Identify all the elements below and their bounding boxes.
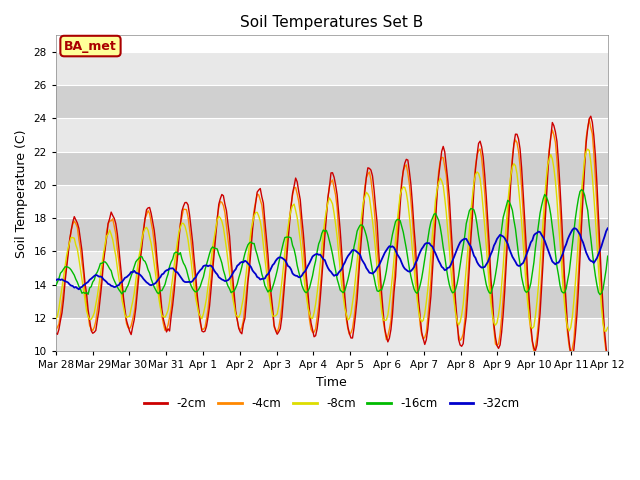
- -8cm: [602, 328, 610, 334]
- -16cm: [578, 187, 586, 192]
- Legend: -2cm, -4cm, -8cm, -16cm, -32cm: -2cm, -4cm, -8cm, -16cm, -32cm: [139, 392, 525, 415]
- -32cm: [121, 275, 129, 281]
- -4cm: [216, 199, 224, 204]
- -32cm: [52, 277, 60, 283]
- -8cm: [293, 215, 301, 220]
- -16cm: [216, 255, 224, 261]
- -2cm: [293, 179, 301, 185]
- -4cm: [120, 300, 127, 306]
- Title: Soil Temperatures Set B: Soil Temperatures Set B: [240, 15, 424, 30]
- Line: -16cm: -16cm: [56, 190, 608, 295]
- -4cm: [52, 328, 60, 334]
- Line: -8cm: -8cm: [56, 149, 608, 331]
- -8cm: [244, 254, 252, 260]
- Bar: [56, 52, 608, 85]
- -32cm: [575, 229, 582, 235]
- -8cm: [235, 314, 243, 320]
- -16cm: [120, 288, 127, 294]
- -4cm: [586, 116, 593, 122]
- Bar: [56, 185, 608, 218]
- -2cm: [52, 330, 60, 336]
- -32cm: [604, 226, 612, 231]
- -16cm: [52, 283, 60, 288]
- -16cm: [604, 253, 612, 259]
- Bar: [56, 318, 608, 351]
- -2cm: [604, 357, 612, 362]
- -4cm: [573, 295, 580, 300]
- -2cm: [573, 312, 580, 317]
- -4cm: [604, 353, 612, 359]
- -8cm: [604, 324, 612, 330]
- -16cm: [235, 275, 243, 281]
- -32cm: [75, 287, 83, 292]
- Bar: [56, 85, 608, 119]
- -2cm: [120, 295, 127, 300]
- -4cm: [244, 274, 252, 280]
- -16cm: [293, 263, 301, 268]
- Text: BA_met: BA_met: [64, 39, 117, 52]
- Line: -2cm: -2cm: [56, 116, 608, 360]
- Y-axis label: Soil Temperature (C): Soil Temperature (C): [15, 129, 28, 257]
- -4cm: [293, 191, 301, 197]
- -2cm: [235, 325, 243, 331]
- -32cm: [246, 262, 253, 268]
- Bar: [56, 285, 608, 318]
- -16cm: [573, 204, 580, 210]
- -16cm: [244, 242, 252, 248]
- Bar: [56, 218, 608, 252]
- -32cm: [236, 260, 244, 265]
- X-axis label: Time: Time: [316, 376, 347, 389]
- -2cm: [244, 278, 252, 284]
- -8cm: [120, 304, 127, 310]
- -2cm: [216, 196, 224, 202]
- -32cm: [295, 275, 303, 280]
- Bar: [56, 119, 608, 152]
- -8cm: [584, 146, 591, 152]
- Bar: [56, 252, 608, 285]
- Line: -4cm: -4cm: [56, 119, 608, 356]
- -8cm: [216, 215, 224, 221]
- -2cm: [587, 113, 595, 119]
- -4cm: [235, 325, 243, 331]
- -8cm: [573, 258, 580, 264]
- -32cm: [218, 276, 226, 282]
- -16cm: [596, 292, 604, 298]
- -8cm: [52, 316, 60, 322]
- Bar: [56, 152, 608, 185]
- Line: -32cm: -32cm: [56, 228, 608, 289]
